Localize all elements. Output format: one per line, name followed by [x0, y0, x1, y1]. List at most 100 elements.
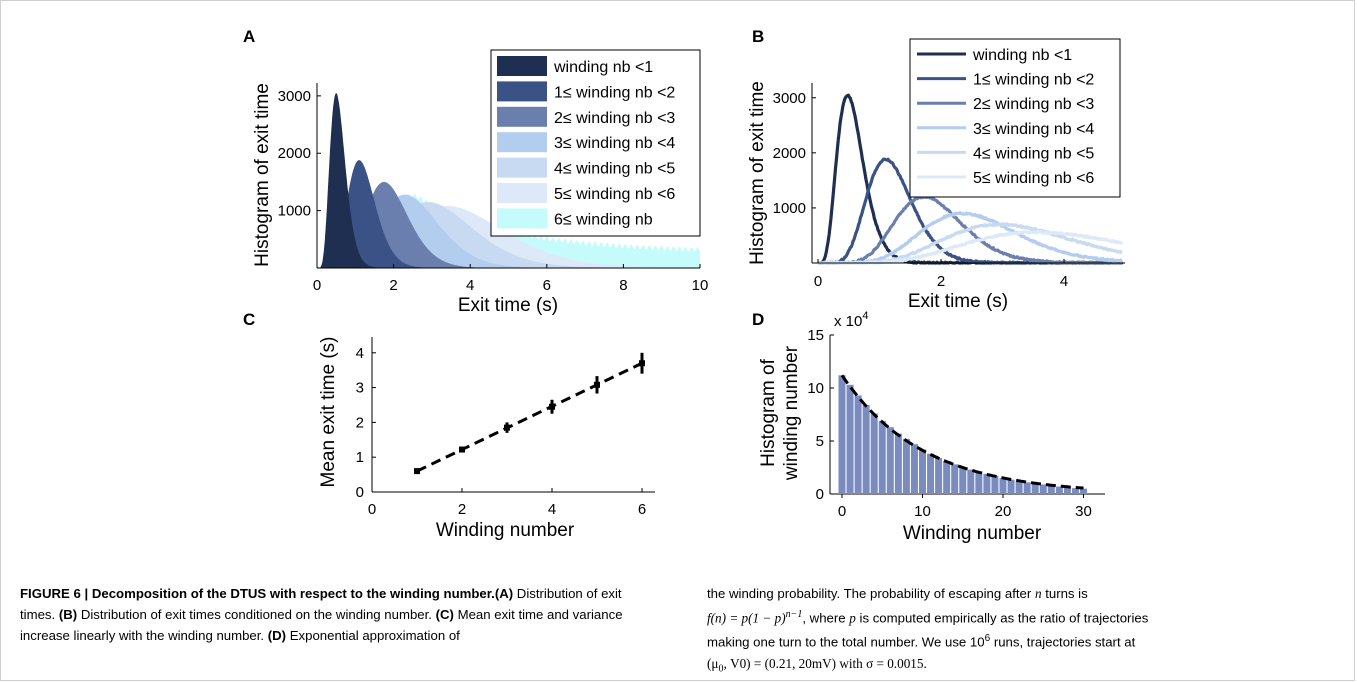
caption-b-text: Distribution of exit times conditioned o… — [77, 607, 435, 622]
panel-a: A 0 2 4 6 8 10 100020003000 Exit time (s) His… — [243, 27, 708, 316]
panel-d-bar — [863, 405, 870, 494]
panel-d-y-tick-label: 15 — [807, 327, 824, 344]
panel-d-bar — [991, 476, 998, 494]
panel-b-x-tick-label: 4 — [1060, 273, 1068, 290]
panel-d-bar — [967, 470, 974, 494]
panel-c-data-point — [594, 382, 600, 388]
panel-d-bar — [1008, 480, 1015, 494]
panel-c-data-point — [639, 360, 645, 366]
panel-c-x-tick-label: 2 — [458, 501, 466, 518]
panel-d-y-tick-label: 5 — [816, 433, 824, 450]
panel-b-y-tick-label: 2000 — [773, 145, 806, 162]
panel-b-y-ticks: 1000 2000 3000 — [773, 90, 816, 217]
panel-b-legend-label: 4≤ winding nb <5 — [973, 145, 1094, 162]
caption-right-text-3: , where — [802, 610, 849, 625]
panel-d-multiplier-exp: 4 — [862, 310, 868, 322]
panel-d-bar — [1000, 478, 1007, 494]
panel-a-y-tick-label: 2000 — [278, 145, 311, 162]
panel-c: C 0246 01234 Winding number Mean exit ti… — [243, 310, 655, 541]
panel-a-legend-label: winding nb <1 — [553, 59, 653, 76]
caption-right-p: p — [849, 610, 856, 625]
caption-right-text-5: making one turn to the total number. We … — [707, 635, 985, 650]
panel-a-legend-swatch — [497, 56, 547, 76]
panel-d-bar — [983, 474, 990, 494]
panel-b-legend-label: 2≤ winding nb <3 — [973, 96, 1094, 113]
panel-a-x-label: Exit time (s) — [458, 295, 558, 316]
panel-a-legend-swatch — [497, 132, 547, 152]
panel-a-legend-swatch — [497, 183, 547, 203]
panel-b-legend-label: winding nb <1 — [972, 47, 1072, 64]
panel-d-bar — [951, 464, 958, 494]
panel-c-letter: C — [243, 310, 255, 329]
panel-d-bar — [871, 413, 878, 494]
panel-a-x-tick-label: 0 — [313, 277, 321, 294]
panel-c-x-tick-label: 4 — [548, 501, 556, 518]
panel-d-multiplier-base: x 10 — [834, 313, 862, 330]
caption-right-n: n — [1035, 586, 1042, 601]
panel-d-bar — [903, 439, 910, 494]
panel-d-y-tick-label: 10 — [807, 380, 824, 397]
caption-c-label: (C) — [436, 607, 454, 622]
caption-right-line3: making one turn to the total number. We … — [707, 628, 1337, 652]
panel-d-bar — [1016, 481, 1023, 494]
panel-a-x-tick-label: 2 — [389, 277, 397, 294]
panel-d-bar — [919, 449, 926, 494]
panel-c-fit-line — [417, 363, 642, 471]
panel-c-y-tick-label: 0 — [356, 484, 364, 501]
panel-d-x-tick-label: 10 — [914, 503, 931, 520]
panel-d-x-tick-label: 30 — [1075, 503, 1092, 520]
panel-d-y-label-line1: Histogram of — [758, 358, 779, 466]
panel-c-plot-area — [414, 353, 645, 474]
panel-d-bar — [927, 454, 934, 494]
caption-b-label: (B) — [59, 607, 77, 622]
caption-left-column: FIGURE 6 | Decomposition of the DTUS wit… — [20, 583, 632, 646]
panel-d-bar — [959, 468, 966, 495]
panel-a-y-tick-label: 3000 — [278, 88, 311, 105]
panel-d-letter: D — [752, 310, 764, 329]
caption-right-line4: (μ0, V0) = (0.21, 20mV) with σ = 0.0015. — [707, 653, 1337, 680]
panel-d-x-label: Winding number — [903, 523, 1042, 544]
panel-a-legend: winding nb <1 1≤ winding nb <2 2≤ winding … — [491, 50, 700, 236]
panel-a-y-label: Histogram of exit time — [252, 83, 273, 267]
panel-d-bar — [839, 375, 846, 494]
caption-right-line2: f(n) = p(1 − p)n−1, where p is computed … — [707, 604, 1337, 628]
caption-right-text-7: (μ — [707, 656, 718, 671]
panel-c-y-tick-label: 4 — [356, 345, 364, 362]
panel-d-bar — [895, 434, 902, 494]
panel-d-multiplier: x 104 — [834, 310, 868, 330]
panel-a-legend-swatch — [497, 107, 547, 127]
caption-right-line1: the winding probability. The probability… — [707, 583, 1337, 604]
panel-a-legend-label: 5≤ winding nb <6 — [554, 186, 675, 203]
panel-a-x-tick-label: 4 — [466, 277, 474, 294]
panel-a-x-tick-label: 6 — [543, 277, 551, 294]
caption-right-text-8: , V0) = (0.21, 20mV) with σ = 0.0015. — [723, 656, 926, 671]
panel-d-bar — [935, 458, 942, 494]
panel-d-bar — [1024, 482, 1031, 494]
panel-c-x-label: Winding number — [436, 520, 575, 541]
panel-b-x-tick-label: 2 — [937, 273, 945, 290]
panel-c-x-tick-label: 6 — [638, 501, 646, 518]
panel-a-y-tick-label: 1000 — [278, 203, 311, 220]
caption-right-text-4: is computed empirically as the ratio of … — [856, 610, 1148, 625]
panel-d-bar — [855, 395, 862, 494]
panel-a-legend-label: 4≤ winding nb <5 — [554, 161, 675, 178]
caption-right-text-2: turns is — [1042, 586, 1088, 601]
caption-right-text-6: runs, trajectories start at — [990, 635, 1135, 650]
caption-a-label: (A) — [495, 586, 513, 601]
panel-c-y-tick-label: 1 — [356, 449, 364, 466]
caption-right-column: the winding probability. The probability… — [707, 583, 1337, 679]
panel-a-legend-label: 1≤ winding nb <2 — [554, 84, 675, 101]
panel-c-y-tick-label: 3 — [356, 380, 364, 397]
caption-formula-exp: n−1 — [786, 609, 803, 620]
panel-a-y-ticks: 1000 2000 3000 — [278, 88, 321, 220]
panel-b-y-label: Histogram of exit time — [747, 81, 768, 265]
panel-d-bar — [911, 444, 918, 494]
panel-b-x-tick-label: 0 — [814, 273, 822, 290]
panel-d-bar — [847, 385, 854, 494]
panel-c-data-point — [459, 447, 465, 453]
caption-right-text-1: the winding probability. The probability… — [707, 586, 1035, 601]
panel-a-legend-label: 2≤ winding nb <3 — [554, 110, 675, 127]
panel-c-y-ticks: 0 1 2 3 4 — [356, 345, 376, 501]
caption-figure-label: FIGURE 6 | — [20, 586, 92, 601]
